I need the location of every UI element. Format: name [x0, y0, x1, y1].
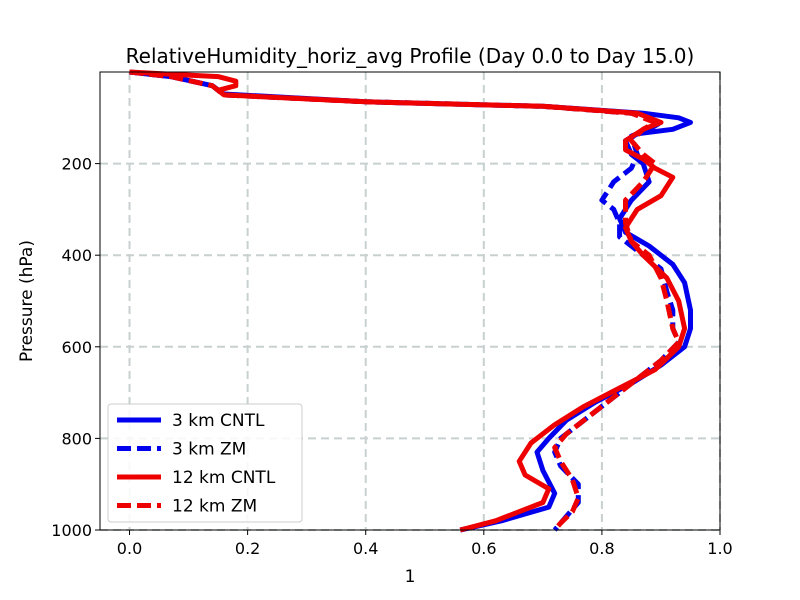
x-tick-label: 1.0 — [707, 539, 732, 558]
legend-label: 12 km ZM — [172, 497, 257, 517]
axis-ticks: 0.0 0.2 0.4 0.6 0.8 1.0 200 400 600 800 1000 — [51, 155, 732, 558]
series-line-12-km-zm — [129, 69, 682, 532]
y-tick-label: 1000 — [51, 521, 92, 540]
x-tick-label: 0.0 — [117, 539, 142, 558]
y-tick-label: 200 — [61, 155, 92, 174]
y-axis-label: Pressure (hPa) — [17, 240, 37, 362]
x-axis-label: 1 — [405, 567, 416, 587]
legend-box — [107, 403, 303, 523]
legend-label: 12 km CNTL — [172, 468, 276, 488]
legend-label: 3 km CNTL — [172, 411, 265, 431]
series-line-12-km-cntl — [129, 69, 688, 533]
x-tick-label: 0.6 — [471, 539, 496, 558]
y-tick-label: 600 — [61, 338, 92, 357]
chart-title: RelativeHumidity_horiz_avg Profile (Day … — [126, 44, 695, 68]
legend: 3 km CNTL 3 km ZM 12 km CNTL 12 km ZM — [107, 403, 303, 523]
series-lines — [129, 69, 693, 533]
x-tick-label: 0.8 — [589, 539, 614, 558]
x-tick-label: 0.2 — [235, 539, 260, 558]
plot-frame — [99, 71, 721, 531]
legend-label: 3 km ZM — [172, 440, 246, 460]
x-tick-label: 0.4 — [353, 539, 378, 558]
y-tick-label: 400 — [61, 246, 92, 265]
y-tick-label: 800 — [61, 429, 92, 448]
